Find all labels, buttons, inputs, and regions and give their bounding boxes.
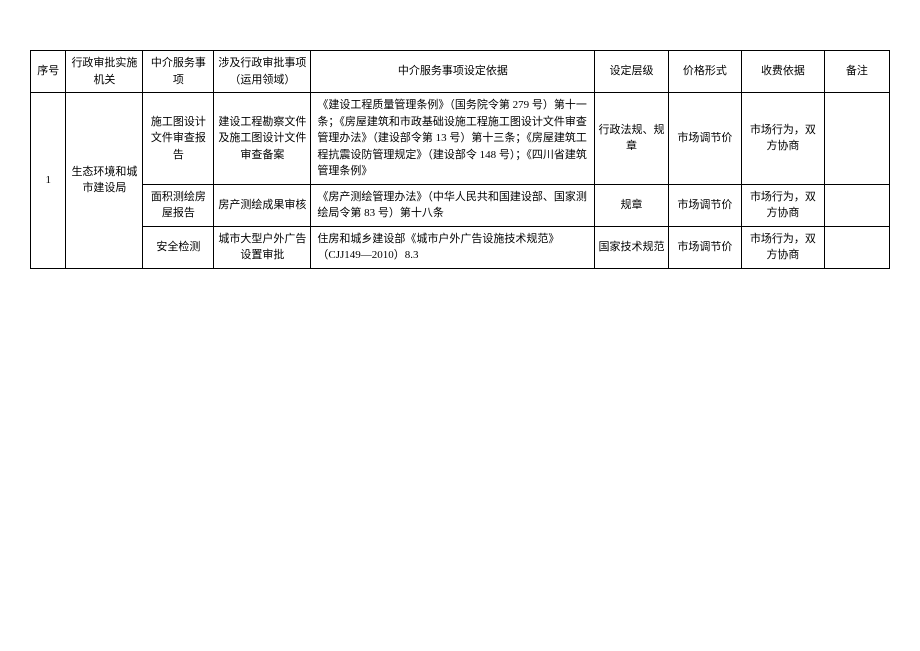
cell-fee: 市场行为，双方协商 <box>742 226 825 268</box>
cell-price: 市场调节价 <box>668 226 741 268</box>
cell-basis: 《房产测绘管理办法》（中华人民共和国建设部、国家测绘局令第 83 号）第十八条 <box>311 184 595 226</box>
cell-admin: 房产测绘成果审核 <box>214 184 311 226</box>
cell-service: 面积测绘房屋报告 <box>143 184 214 226</box>
col-header-level: 设定层级 <box>595 51 668 93</box>
col-header-index: 序号 <box>31 51 66 93</box>
cell-basis: 住房和城乡建设部《城市户外广告设施技术规范》（CJJ149—2010）8.3 <box>311 226 595 268</box>
cell-remark <box>824 93 889 185</box>
cell-index: 1 <box>31 93 66 269</box>
cell-level: 行政法规、规章 <box>595 93 668 185</box>
cell-price: 市场调节价 <box>668 184 741 226</box>
table-header-row: 序号 行政审批实施机关 中介服务事项 涉及行政审批事项（运用领域） 中介服务事项… <box>31 51 890 93</box>
col-header-remark: 备注 <box>824 51 889 93</box>
cell-basis: 《建设工程质量管理条例》（国务院令第 279 号）第十一条；《房屋建筑和市政基础… <box>311 93 595 185</box>
cell-fee: 市场行为，双方协商 <box>742 93 825 185</box>
cell-remark <box>824 226 889 268</box>
table-row: 面积测绘房屋报告 房产测绘成果审核 《房产测绘管理办法》（中华人民共和国建设部、… <box>31 184 890 226</box>
table-row: 1 生态环境和城市建设局 施工图设计文件审查报告 建设工程勘察文件及施工图设计文… <box>31 93 890 185</box>
cell-price: 市场调节价 <box>668 93 741 185</box>
col-header-service: 中介服务事项 <box>143 51 214 93</box>
cell-admin: 城市大型户外广告设置审批 <box>214 226 311 268</box>
cell-admin: 建设工程勘察文件及施工图设计文件审查备案 <box>214 93 311 185</box>
cell-service: 安全检测 <box>143 226 214 268</box>
cell-level: 规章 <box>595 184 668 226</box>
cell-level: 国家技术规范 <box>595 226 668 268</box>
cell-agency: 生态环境和城市建设局 <box>66 93 143 269</box>
cell-service: 施工图设计文件审查报告 <box>143 93 214 185</box>
cell-remark <box>824 184 889 226</box>
col-header-agency: 行政审批实施机关 <box>66 51 143 93</box>
approval-table: 序号 行政审批实施机关 中介服务事项 涉及行政审批事项（运用领域） 中介服务事项… <box>30 50 890 269</box>
col-header-price: 价格形式 <box>668 51 741 93</box>
col-header-admin: 涉及行政审批事项（运用领域） <box>214 51 311 93</box>
col-header-fee: 收费依据 <box>742 51 825 93</box>
cell-fee: 市场行为，双方协商 <box>742 184 825 226</box>
col-header-basis: 中介服务事项设定依据 <box>311 51 595 93</box>
table-row: 安全检测 城市大型户外广告设置审批 住房和城乡建设部《城市户外广告设施技术规范》… <box>31 226 890 268</box>
